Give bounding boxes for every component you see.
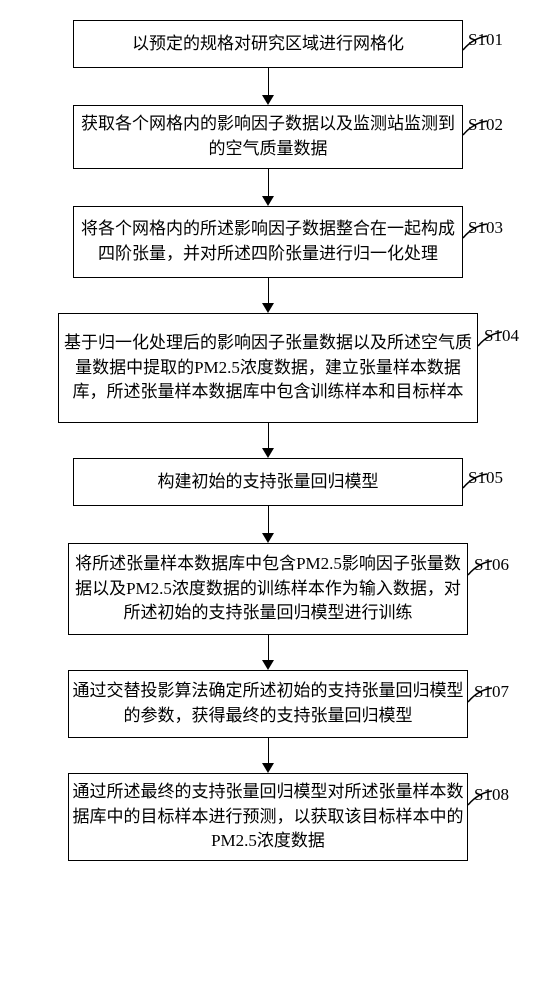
- flow-step-s102: 获取各个网格内的影响因子数据以及监测站监测到的空气质量数据 S102: [20, 105, 516, 169]
- flow-box-s104: 基于归一化处理后的影响因子张量数据以及所述空气质量数据中提取的PM2.5浓度数据…: [58, 313, 478, 423]
- flow-step-label: S104: [484, 326, 519, 346]
- flow-step-label: S108: [474, 785, 509, 805]
- arrow-head-icon: [262, 196, 274, 206]
- flow-step-label: S103: [468, 218, 503, 238]
- flow-box-s102: 获取各个网格内的影响因子数据以及监测站监测到的空气质量数据: [73, 105, 463, 169]
- flow-step-label: S106: [474, 555, 509, 575]
- flow-step-s103: 将各个网格内的所述影响因子数据整合在一起构成四阶张量，并对所述四阶张量进行归一化…: [20, 206, 516, 278]
- flow-box-s107: 通过交替投影算法确定所述初始的支持张量回归模型的参数，获得最终的支持张量回归模型: [68, 670, 468, 738]
- flow-arrow: [262, 278, 274, 313]
- flow-box-text: 通过交替投影算法确定所述初始的支持张量回归模型的参数，获得最终的支持张量回归模型: [69, 679, 467, 728]
- flow-arrow: [262, 68, 274, 105]
- flow-step-label: S101: [468, 30, 503, 50]
- flow-box-s108: 通过所述最终的支持张量回归模型对所述张量样本数据库中的目标样本进行预测，以获取该…: [68, 773, 468, 861]
- arrow-line: [268, 169, 269, 197]
- flow-arrow: [262, 738, 274, 773]
- flow-step-s106: 将所述张量样本数据库中包含PM2.5影响因子张量数据以及PM2.5浓度数据的训练…: [20, 543, 516, 635]
- flow-step-label: S105: [468, 468, 503, 488]
- flowchart-container: 以预定的规格对研究区域进行网格化 S101 获取各个网格内的影响因子数据以及监测站监…: [20, 20, 516, 861]
- flow-step-label: S107: [474, 682, 509, 702]
- flow-box-text: 获取各个网格内的影响因子数据以及监测站监测到的空气质量数据: [74, 112, 462, 161]
- flow-box-text: 通过所述最终的支持张量回归模型对所述张量样本数据库中的目标样本进行预测，以获取该…: [69, 780, 467, 854]
- flow-box-text: 基于归一化处理后的影响因子张量数据以及所述空气质量数据中提取的PM2.5浓度数据…: [59, 331, 477, 405]
- flow-box-text: 以预定的规格对研究区域进行网格化: [130, 32, 406, 57]
- arrow-line: [268, 278, 269, 304]
- arrow-head-icon: [262, 660, 274, 670]
- flow-box-text: 将所述张量样本数据库中包含PM2.5影响因子张量数据以及PM2.5浓度数据的训练…: [69, 552, 467, 626]
- flow-box-s103: 将各个网格内的所述影响因子数据整合在一起构成四阶张量，并对所述四阶张量进行归一化…: [73, 206, 463, 278]
- flow-arrow: [262, 506, 274, 543]
- flow-step-s101: 以预定的规格对研究区域进行网格化 S101: [20, 20, 516, 68]
- flow-step-s108: 通过所述最终的支持张量回归模型对所述张量样本数据库中的目标样本进行预测，以获取该…: [20, 773, 516, 861]
- flow-arrow: [262, 169, 274, 206]
- flow-step-s105: 构建初始的支持张量回归模型 S105: [20, 458, 516, 506]
- arrow-head-icon: [262, 303, 274, 313]
- flow-box-text: 构建初始的支持张量回归模型: [156, 470, 381, 495]
- flow-box-s101: 以预定的规格对研究区域进行网格化: [73, 20, 463, 68]
- arrow-head-icon: [262, 95, 274, 105]
- arrow-head-icon: [262, 448, 274, 458]
- arrow-head-icon: [262, 533, 274, 543]
- flow-box-s105: 构建初始的支持张量回归模型: [73, 458, 463, 506]
- flow-step-label: S102: [468, 115, 503, 135]
- flow-box-s106: 将所述张量样本数据库中包含PM2.5影响因子张量数据以及PM2.5浓度数据的训练…: [68, 543, 468, 635]
- arrow-head-icon: [262, 763, 274, 773]
- flow-arrow: [262, 635, 274, 670]
- arrow-line: [268, 68, 269, 96]
- flow-step-s107: 通过交替投影算法确定所述初始的支持张量回归模型的参数，获得最终的支持张量回归模型…: [20, 670, 516, 738]
- arrow-line: [268, 423, 269, 449]
- flow-arrow: [262, 423, 274, 458]
- flow-step-s104: 基于归一化处理后的影响因子张量数据以及所述空气质量数据中提取的PM2.5浓度数据…: [20, 313, 516, 423]
- flow-box-text: 将各个网格内的所述影响因子数据整合在一起构成四阶张量，并对所述四阶张量进行归一化…: [74, 217, 462, 266]
- arrow-line: [268, 738, 269, 764]
- arrow-line: [268, 506, 269, 534]
- arrow-line: [268, 635, 269, 661]
